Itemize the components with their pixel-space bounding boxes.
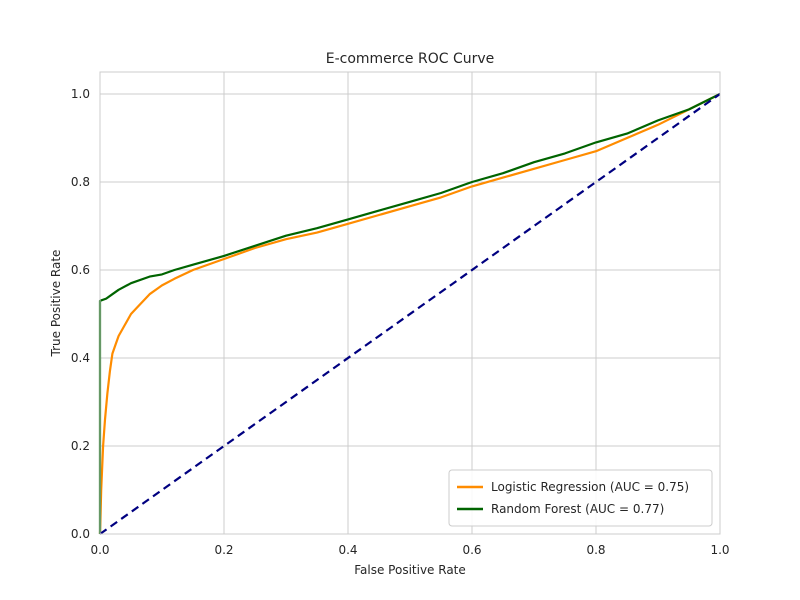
x-tick-label: 0.2 — [214, 543, 233, 557]
x-axis-label: False Positive Rate — [354, 563, 466, 577]
y-tick-label: 0.0 — [71, 527, 90, 541]
tick-labels: 0.0 0.2 0.4 0.6 0.8 1.0 0.0 0.2 0.4 0.6 0.8 1.0 — [71, 87, 730, 557]
y-tick-label: 0.6 — [71, 263, 90, 277]
series-line-0 — [98, 93, 721, 535]
baseline-diagonal-line — [99, 93, 721, 535]
y-tick-label: 1.0 — [71, 87, 90, 101]
legend-entry: Random Forest (AUC = 0.77) — [491, 502, 664, 516]
legend-box — [448, 469, 713, 527]
x-tick-label: 0.8 — [586, 543, 605, 557]
series-group — [98, 93, 721, 535]
legend: Logistic Regression (AUC = 0.75) Random F… — [448, 469, 713, 527]
y-tick-label: 0.4 — [71, 351, 90, 365]
x-tick-label: 0.4 — [338, 543, 357, 557]
series-line-1 — [98, 93, 721, 534]
y-tick-label: 0.2 — [71, 439, 90, 453]
y-tick-label: 0.8 — [71, 175, 90, 189]
x-tick-label: 0.0 — [90, 543, 109, 557]
chart-title: E-commerce ROC Curve — [326, 51, 495, 67]
x-tick-label: 0.6 — [462, 543, 481, 557]
grid-lines — [99, 72, 721, 535]
y-axis-label: True Positive Rate — [49, 250, 63, 358]
plot-frame — [99, 71, 721, 535]
x-tick-label: 1.0 — [710, 543, 729, 557]
legend-entry: Logistic Regression (AUC = 0.75) — [491, 480, 689, 494]
